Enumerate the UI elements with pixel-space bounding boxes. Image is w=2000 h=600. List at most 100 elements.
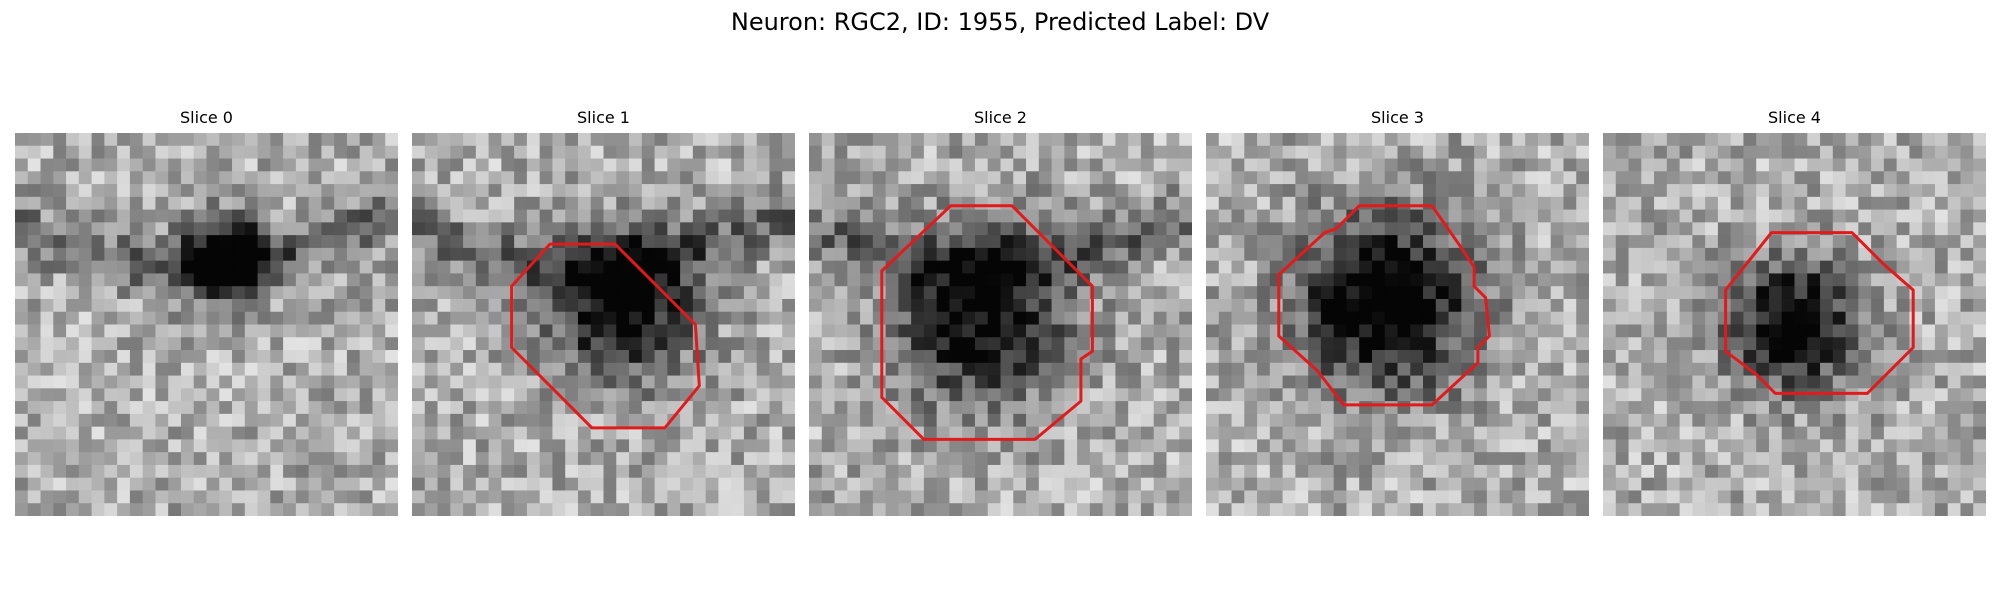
pixel xyxy=(334,401,348,415)
pixel xyxy=(1807,260,1821,274)
pixel xyxy=(1641,350,1655,364)
pixel xyxy=(1628,337,1642,351)
pixel xyxy=(1832,401,1847,415)
pixel xyxy=(412,184,426,198)
pixel xyxy=(1384,298,1398,313)
pixel xyxy=(1448,337,1462,351)
pixel xyxy=(66,452,80,466)
pixel xyxy=(1128,286,1142,300)
pixel xyxy=(1896,362,1910,377)
pixel xyxy=(1537,477,1552,491)
pixel xyxy=(424,452,439,466)
pixel xyxy=(1435,184,1450,198)
pixel xyxy=(1654,503,1668,516)
pixel xyxy=(1603,273,1617,287)
pixel xyxy=(1947,145,1961,160)
pixel xyxy=(1960,490,1974,504)
pixel xyxy=(680,158,694,172)
pixel xyxy=(1768,235,1783,249)
pixel xyxy=(1525,464,1539,479)
pixel xyxy=(936,171,950,185)
pixel xyxy=(155,235,169,249)
pixel xyxy=(155,145,169,160)
pixel xyxy=(27,503,42,516)
pixel xyxy=(1781,413,1795,428)
pixel xyxy=(27,184,42,198)
pixel xyxy=(1603,413,1617,428)
pixel xyxy=(1499,477,1513,491)
pixel xyxy=(1934,439,1949,453)
pixel xyxy=(885,503,899,516)
pixel xyxy=(1295,222,1309,236)
pixel xyxy=(1359,158,1373,172)
pixel xyxy=(1550,145,1564,160)
pixel xyxy=(1960,273,1974,287)
pixel xyxy=(667,133,681,147)
pixel xyxy=(1896,490,1910,504)
pixel xyxy=(1153,452,1167,466)
pixel xyxy=(180,324,195,338)
pixel xyxy=(1128,158,1142,172)
pixel xyxy=(565,273,579,287)
pixel xyxy=(1102,375,1116,389)
pixel xyxy=(450,362,464,377)
pixel xyxy=(155,158,169,172)
pixel xyxy=(834,362,848,377)
pixel xyxy=(295,464,310,479)
pixel xyxy=(1231,133,1245,147)
pixel xyxy=(1705,247,1719,262)
pixel xyxy=(1166,196,1180,211)
pixel xyxy=(1781,362,1795,377)
pixel xyxy=(1051,247,1065,262)
pixel xyxy=(463,401,477,415)
pixel xyxy=(1461,298,1475,313)
pixel xyxy=(1858,477,1872,491)
pixel xyxy=(898,426,912,440)
pixel xyxy=(1743,184,1757,198)
pixel xyxy=(295,324,310,338)
pixel xyxy=(1603,426,1617,440)
pixel xyxy=(1461,413,1475,428)
pixel xyxy=(743,273,758,287)
pixel xyxy=(1628,401,1642,415)
pixel xyxy=(1654,235,1668,249)
pixel xyxy=(1115,439,1129,453)
pixel xyxy=(321,426,335,440)
pixel xyxy=(756,247,770,262)
pixel xyxy=(1768,298,1783,313)
pixel xyxy=(1448,247,1462,262)
pixel xyxy=(1883,298,1898,313)
pixel xyxy=(308,145,322,160)
pixel xyxy=(1179,222,1192,236)
pixel xyxy=(1973,196,1986,211)
pixel xyxy=(1231,337,1245,351)
pixel xyxy=(1423,171,1437,185)
pixel xyxy=(898,133,912,147)
pixel xyxy=(629,477,643,491)
pixel xyxy=(1692,439,1706,453)
pixel xyxy=(718,158,732,172)
pixel xyxy=(1102,401,1116,415)
pixel xyxy=(577,464,592,479)
pixel xyxy=(1807,171,1821,185)
pixel xyxy=(1179,350,1192,364)
pixel xyxy=(142,273,156,287)
pixel xyxy=(898,439,912,453)
pixel xyxy=(834,375,848,389)
pixel xyxy=(1563,464,1577,479)
pixel xyxy=(1486,337,1501,351)
pixel xyxy=(488,247,502,262)
pixel xyxy=(1410,196,1424,211)
pixel xyxy=(1896,426,1910,440)
pixel xyxy=(1794,388,1808,402)
pixel xyxy=(629,490,643,504)
pixel xyxy=(1397,439,1411,453)
pixel xyxy=(1346,171,1360,185)
pixel xyxy=(860,184,874,198)
pixel xyxy=(847,273,861,287)
pixel xyxy=(244,452,259,466)
pixel xyxy=(911,477,925,491)
pixel xyxy=(463,375,477,389)
pixel xyxy=(155,362,169,377)
pixel xyxy=(1781,235,1795,249)
